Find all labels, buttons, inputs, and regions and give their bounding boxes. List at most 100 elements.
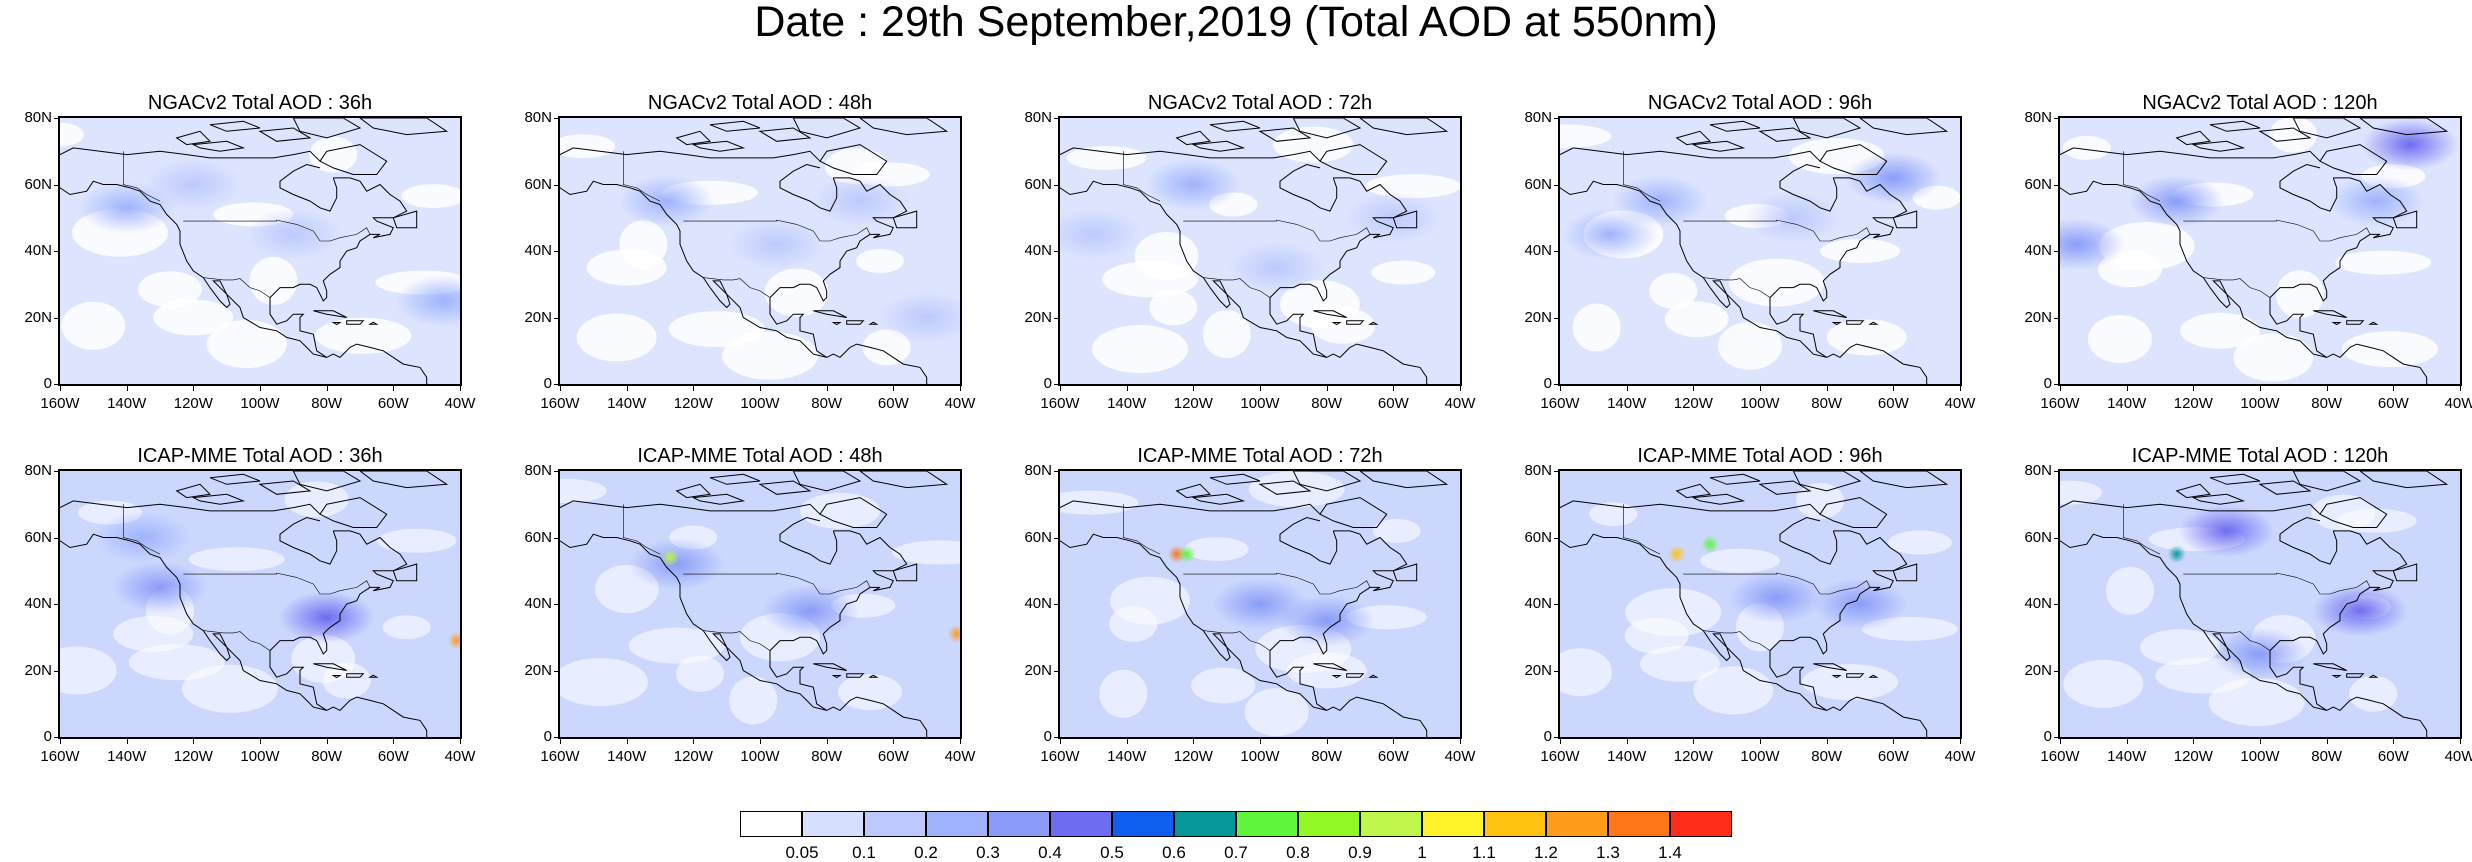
coastline — [1560, 147, 1821, 162]
coastline — [769, 530, 908, 711]
aod-plume — [618, 175, 715, 228]
coastline — [560, 533, 928, 737]
lon-tick — [1193, 739, 1195, 744]
panel-title: NGACv2 Total AOD : 72h — [1147, 92, 1373, 114]
lat-tick-label: 80N — [2024, 109, 2052, 126]
lat-tick-label: 60N — [2024, 528, 2052, 546]
colorbar-label: 1.3 — [1596, 843, 1620, 862]
lat-tick-label: 20N — [524, 661, 552, 679]
island-outline — [1392, 210, 1418, 229]
colorbar-swatch — [1608, 811, 1670, 837]
low-aod-patch — [2088, 315, 2152, 364]
low-aod-patch — [188, 547, 285, 572]
island-outline — [331, 322, 342, 326]
low-aod-patch — [1248, 471, 1345, 508]
lon-tick-label: 160W — [40, 748, 80, 765]
coastline — [1769, 177, 1908, 358]
lon-tick-label: 140W — [2107, 748, 2147, 765]
island-outline — [691, 140, 746, 152]
lat-tick-label: 20N — [24, 661, 52, 679]
island-outline — [1191, 493, 1246, 505]
map-panel: ICAP-MME Total AOD : 72h 80N 60N 40N 20N 0 160… — [1008, 443, 1475, 773]
lon-tick — [2326, 386, 2328, 391]
lat-tick — [54, 317, 58, 319]
aod-map-svg — [2060, 118, 2460, 384]
lon-tick-label: 100W — [1740, 748, 1780, 765]
lon-tick-label: 100W — [240, 748, 280, 765]
panel-title: NGACv2 Total AOD : 120h — [2142, 92, 2378, 114]
low-aod-patch — [1728, 258, 1825, 307]
island-outline — [175, 483, 212, 499]
island-outline — [359, 471, 449, 489]
aod-map — [1558, 469, 1962, 739]
country-border — [183, 219, 371, 242]
country-border — [203, 630, 271, 651]
lon-tick — [326, 386, 328, 391]
coastline — [2060, 147, 2321, 162]
low-aod-patch — [1820, 239, 1900, 263]
lat-tick — [554, 118, 558, 119]
colorbar-label: 0.9 — [1348, 843, 1372, 862]
lon-tick — [260, 386, 261, 391]
island-outline — [1292, 118, 1362, 139]
lat-tick — [2054, 737, 2058, 738]
lon-tick — [1693, 386, 1695, 391]
lat-tick — [2054, 384, 2058, 385]
lon-tick — [1560, 386, 1561, 391]
lat-tick-label: 20N — [1024, 661, 1052, 679]
aod-plume — [1667, 545, 1686, 564]
coastline — [1060, 500, 1321, 515]
low-aod-patch — [1149, 289, 1198, 326]
low-aod-patch — [1589, 502, 1638, 527]
lat-tick-label: 0 — [2043, 375, 2052, 392]
aod-plume — [628, 538, 725, 591]
low-aod-patch — [1202, 310, 1251, 359]
country-border — [1683, 219, 1871, 242]
lon-tick-label: 80W — [1311, 395, 1343, 412]
low-aod-patch — [1718, 321, 1782, 370]
lat-tick-label: 60N — [1024, 175, 1052, 193]
aod-plume — [2178, 504, 2275, 557]
lon-tick — [626, 386, 628, 391]
lon-tick — [393, 386, 395, 391]
island-outline — [2209, 120, 2261, 132]
panel-title: ICAP-MME Total AOD : 120h — [2131, 445, 2389, 467]
island-outline — [1892, 210, 1918, 229]
island-outline — [175, 130, 212, 146]
aod-map-svg — [1060, 471, 1460, 737]
lon-tick-label: 60W — [377, 395, 409, 412]
aod-plume — [1745, 191, 1842, 244]
coastline — [279, 516, 338, 565]
colorbar-label: 0.05 — [785, 843, 819, 862]
country-border — [2122, 151, 2161, 202]
low-aod-patch — [1572, 303, 1621, 352]
lat-tick — [54, 184, 58, 186]
island-outline — [846, 320, 865, 325]
lon-tick-label: 60W — [2377, 395, 2409, 412]
low-aod-patch — [2335, 250, 2432, 275]
coastline — [2060, 533, 2428, 737]
lon-tick-label: 160W — [1540, 395, 1580, 412]
lat-tick — [554, 737, 558, 738]
aod-plume — [1728, 571, 1825, 624]
aod-plume — [2328, 175, 2425, 228]
lon-tick-label: 140W — [2107, 395, 2147, 412]
lat-tick-label: 40N — [524, 242, 552, 259]
lat-tick — [54, 670, 58, 672]
island-outline — [1758, 127, 1812, 142]
country-border — [1622, 504, 1661, 555]
colorbar-swatch — [1112, 811, 1174, 837]
island-outline — [2258, 127, 2312, 142]
lon-tick — [626, 739, 628, 744]
coastline — [1779, 516, 1838, 565]
coastline — [2060, 180, 2428, 384]
island-outline — [1813, 310, 1847, 318]
country-border — [1683, 572, 1871, 595]
lon-tick-label: 80W — [811, 395, 843, 412]
lat-tick-label: 40N — [24, 595, 52, 612]
aod-colorbar: 0.05 0.1 0.2 0.3 0.4 0.5 0.6 0.7 0.8 0.9 1 1.1 1.2 1.… — [740, 811, 1732, 862]
colorbar-swatch — [1484, 811, 1546, 837]
low-aod-patch — [249, 256, 298, 305]
lat-tick-label: 60N — [1524, 175, 1552, 193]
coastline — [560, 500, 821, 515]
